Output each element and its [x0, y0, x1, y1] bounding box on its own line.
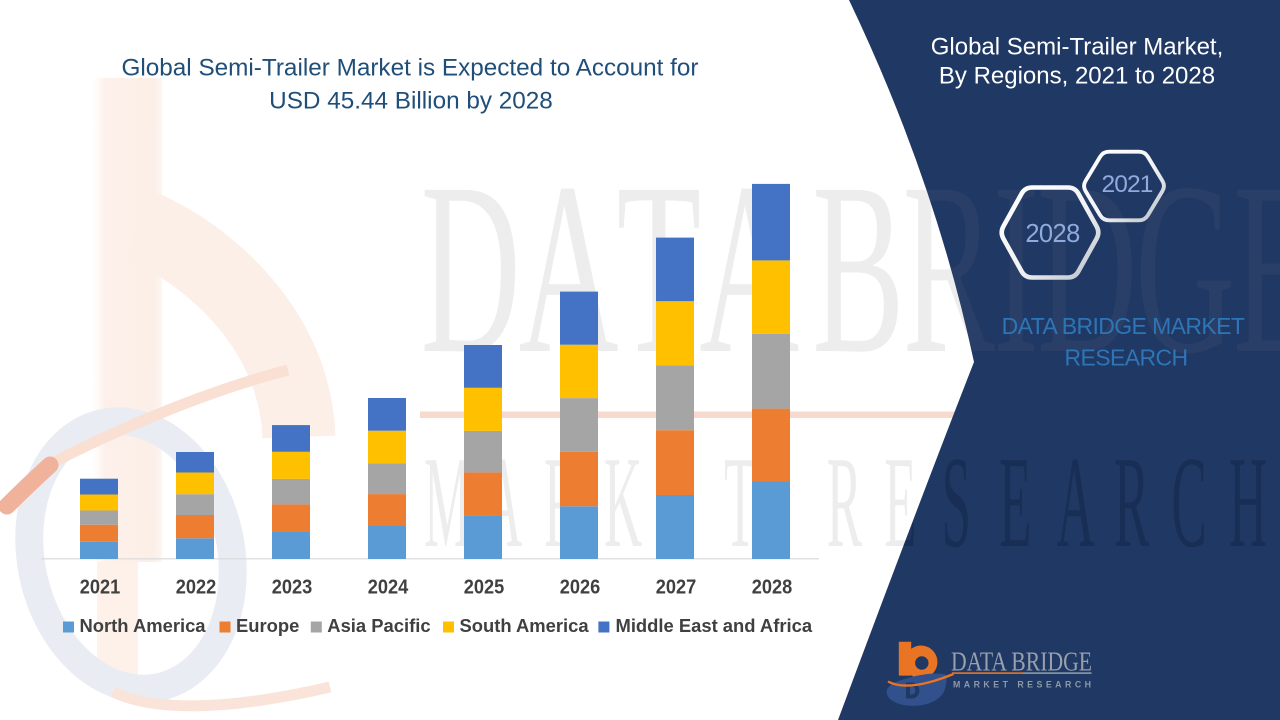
svg-text:2023: 2023 — [272, 577, 313, 599]
svg-text:2028: 2028 — [1025, 220, 1080, 248]
svg-text:Global Semi-Trailer Market is: Global Semi-Trailer Market is Expected t… — [121, 55, 698, 82]
svg-text:M: M — [424, 429, 471, 575]
svg-text:By Regions, 2021 to 2028: By Regions, 2021 to 2028 — [939, 63, 1215, 90]
svg-text:E: E — [1233, 133, 1280, 405]
svg-text:2027: 2027 — [656, 577, 697, 599]
svg-text:DATA BRIDGE: DATA BRIDGE — [951, 647, 1092, 677]
svg-text:C: C — [1171, 429, 1206, 575]
svg-text:North America: North America — [80, 615, 207, 636]
svg-text:E: E — [884, 429, 916, 575]
svg-text:2026: 2026 — [560, 577, 601, 599]
svg-text:R: R — [903, 133, 995, 405]
svg-text:E: E — [999, 429, 1031, 575]
svg-text:2022: 2022 — [176, 577, 217, 599]
svg-text:A: A — [1057, 429, 1095, 575]
svg-text:Asia Pacific: Asia Pacific — [327, 615, 430, 636]
svg-text:E: E — [1233, 133, 1280, 405]
svg-text:B: B — [812, 133, 904, 405]
svg-text:Middle East and Africa: Middle East and Africa — [616, 615, 813, 636]
svg-text:2025: 2025 — [464, 577, 505, 599]
svg-text:R: R — [1114, 429, 1149, 575]
svg-text:2024: 2024 — [368, 577, 409, 599]
svg-text:Global Semi-Trailer Market,: Global Semi-Trailer Market, — [931, 34, 1224, 61]
svg-text:2021: 2021 — [1102, 171, 1153, 198]
svg-text:C: C — [1171, 429, 1206, 575]
svg-text:I: I — [993, 133, 1039, 405]
svg-text:2021: 2021 — [80, 577, 121, 599]
svg-text:2028: 2028 — [752, 577, 793, 599]
svg-text:G: G — [1135, 133, 1235, 405]
svg-text:RESEARCH: RESEARCH — [1064, 345, 1187, 371]
svg-text:G: G — [1135, 133, 1235, 405]
svg-text:H: H — [1229, 429, 1267, 575]
svg-text:K: K — [604, 429, 642, 575]
svg-text:A: A — [1057, 429, 1095, 575]
svg-text:R: R — [1114, 429, 1149, 575]
svg-text:USD 45.44 Billion by 2028: USD 45.44 Billion by 2028 — [269, 88, 553, 115]
svg-text:Europe: Europe — [236, 615, 299, 636]
svg-text:South America: South America — [460, 615, 590, 636]
svg-text:T: T — [724, 429, 756, 575]
svg-text:DATA BRIDGE MARKET: DATA BRIDGE MARKET — [1002, 313, 1245, 339]
svg-text:MARKET RESEARCH: MARKET RESEARCH — [953, 680, 1091, 690]
svg-text:I: I — [993, 133, 1039, 405]
svg-text:H: H — [1229, 429, 1267, 575]
svg-text:E: E — [999, 429, 1031, 575]
svg-text:S: S — [942, 429, 971, 575]
svg-text:S: S — [942, 429, 971, 575]
svg-text:R: R — [827, 429, 862, 575]
